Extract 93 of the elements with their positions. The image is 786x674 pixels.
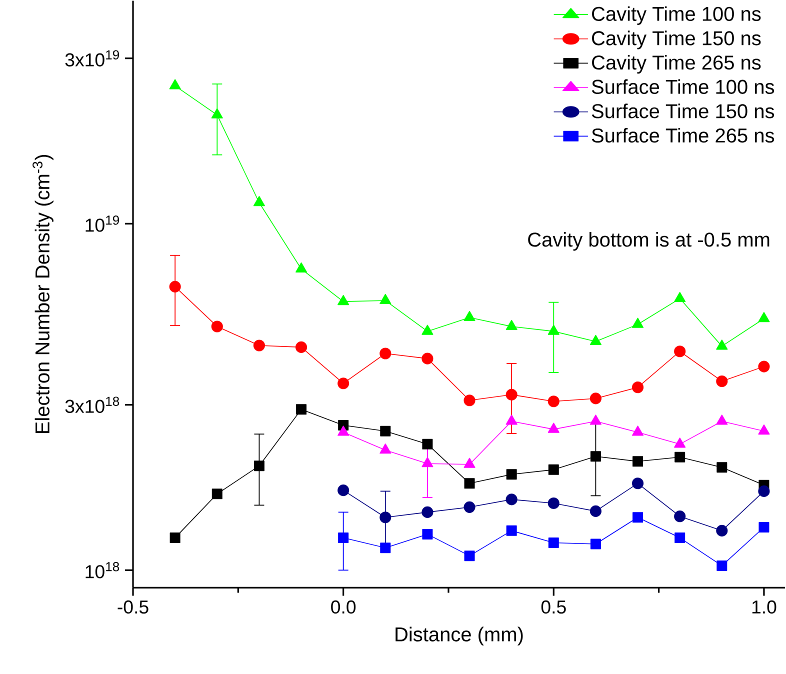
point — [590, 414, 602, 425]
x-tick-label: -0.5 — [118, 600, 148, 614]
point — [380, 348, 392, 360]
legend-label: Cavity Time 265 ns — [592, 55, 761, 74]
point — [506, 526, 517, 536]
point — [590, 335, 602, 346]
point — [716, 340, 728, 350]
point — [716, 462, 728, 473]
point — [548, 538, 559, 548]
point — [253, 340, 265, 352]
point — [506, 469, 517, 480]
point — [296, 404, 307, 415]
point — [716, 414, 728, 425]
point — [674, 452, 686, 462]
point — [548, 464, 559, 476]
point — [338, 532, 349, 544]
point — [169, 280, 181, 293]
point — [632, 456, 644, 467]
point — [296, 262, 308, 273]
legend-label: Surface Time 100 ns — [592, 79, 774, 94]
x-tick-label: 1.0 — [752, 600, 776, 614]
legend-label: Surface Time 150 ns — [592, 104, 774, 118]
point — [506, 414, 518, 425]
point — [422, 439, 433, 450]
x-axis-title: Distance (mm) — [396, 626, 523, 646]
point — [422, 324, 434, 335]
y-tick-label: 10$^{19}$ — [86, 216, 120, 232]
point — [464, 478, 475, 489]
point — [758, 424, 770, 435]
point — [380, 512, 392, 524]
point — [464, 501, 476, 514]
point — [506, 320, 518, 330]
point — [295, 342, 308, 354]
point — [674, 510, 686, 522]
point — [590, 506, 602, 518]
legend-label: Surface Time 265 ns — [592, 128, 774, 143]
point — [590, 538, 601, 550]
point — [548, 422, 560, 433]
point — [590, 392, 602, 404]
point — [632, 478, 644, 490]
point — [674, 438, 686, 448]
point — [758, 360, 770, 372]
point — [632, 426, 644, 436]
point — [464, 550, 475, 562]
point — [758, 522, 770, 533]
point — [716, 560, 728, 572]
point — [422, 506, 434, 518]
point — [758, 312, 770, 322]
x-tick-label: 0.0 — [331, 600, 356, 614]
point — [211, 108, 223, 119]
point — [674, 532, 686, 544]
point — [674, 292, 686, 302]
annotation: Cavity bottom is at -0.5 mm — [528, 232, 770, 251]
y-tick-label: 3x10$^{18}$ — [65, 396, 120, 414]
point — [212, 488, 222, 500]
point — [422, 457, 434, 468]
x-tick-label: 0.5 — [541, 600, 566, 614]
y-tick-label: 10$^{18}$ — [86, 562, 120, 578]
point — [253, 196, 265, 206]
point — [464, 311, 476, 322]
point — [170, 532, 180, 544]
point — [548, 396, 560, 408]
point — [716, 525, 728, 537]
point — [464, 458, 476, 468]
y-axis-title: Electron Number Density (cm$^{-3}$) — [32, 155, 54, 434]
point — [674, 346, 686, 358]
point — [380, 542, 391, 554]
y-tick-label: 3x10$^{19}$ — [65, 50, 120, 67]
point — [632, 382, 644, 394]
point — [632, 318, 644, 328]
point — [422, 352, 434, 364]
point — [632, 512, 644, 523]
point — [211, 320, 223, 332]
legend-label: Cavity Time 100 ns — [592, 6, 761, 26]
point — [758, 486, 770, 498]
point — [380, 294, 392, 304]
legend-label: Cavity Time 150 ns — [592, 30, 761, 50]
point — [548, 324, 560, 335]
point — [338, 484, 350, 496]
point — [338, 295, 350, 306]
point — [464, 394, 476, 406]
point — [254, 460, 264, 472]
point — [548, 498, 560, 510]
point — [506, 494, 518, 506]
point — [590, 451, 601, 462]
point — [380, 426, 391, 436]
point — [169, 79, 181, 90]
point — [338, 426, 350, 436]
point — [716, 376, 728, 388]
point — [380, 444, 392, 454]
point — [506, 389, 518, 401]
point — [338, 378, 350, 390]
point — [422, 529, 433, 540]
